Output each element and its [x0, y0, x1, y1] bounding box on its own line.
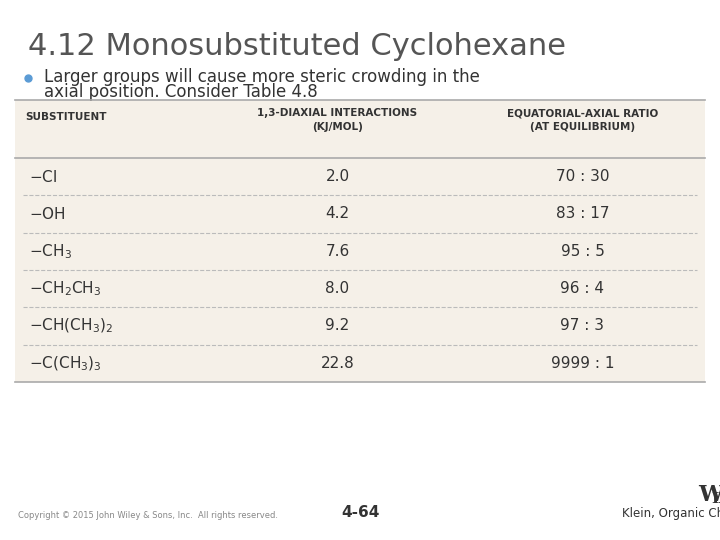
Text: Copyright © 2015 John Wiley & Sons, Inc.  All rights reserved.: Copyright © 2015 John Wiley & Sons, Inc.… [18, 511, 278, 520]
Text: 95 : 5: 95 : 5 [561, 244, 604, 259]
Text: 96 : 4: 96 : 4 [560, 281, 605, 296]
Text: ILEY: ILEY [711, 492, 720, 506]
Text: EQUATORIAL-AXIAL RATIO: EQUATORIAL-AXIAL RATIO [507, 108, 658, 118]
Text: $-$CH(CH$_3$)$_2$: $-$CH(CH$_3$)$_2$ [29, 317, 113, 335]
Text: 7.6: 7.6 [325, 244, 350, 259]
Text: 4.12 Monosubstituted Cyclohexane: 4.12 Monosubstituted Cyclohexane [28, 32, 566, 61]
Text: (KJ/MOL): (KJ/MOL) [312, 122, 363, 132]
Text: SUBSTITUENT: SUBSTITUENT [25, 112, 107, 122]
Text: 4-64: 4-64 [341, 505, 379, 520]
Text: $-$C(CH$_3$)$_3$: $-$C(CH$_3$)$_3$ [29, 354, 102, 373]
Text: 83 : 17: 83 : 17 [556, 206, 609, 221]
Text: 22.8: 22.8 [320, 356, 354, 371]
Text: (AT EQUILIBRIUM): (AT EQUILIBRIUM) [530, 122, 635, 132]
Text: $-$Cl: $-$Cl [29, 168, 58, 185]
FancyBboxPatch shape [15, 100, 705, 382]
Text: Larger groups will cause more steric crowding in the: Larger groups will cause more steric cro… [44, 68, 480, 86]
Text: 1,3-DIAXIAL INTERACTIONS: 1,3-DIAXIAL INTERACTIONS [258, 108, 418, 118]
Text: 4.2: 4.2 [325, 206, 350, 221]
Text: 8.0: 8.0 [325, 281, 350, 296]
Text: $-$OH: $-$OH [29, 206, 66, 222]
Text: Klein, Organic Chemistry 2e: Klein, Organic Chemistry 2e [622, 507, 720, 520]
Text: W: W [698, 484, 720, 506]
Text: 2.0: 2.0 [325, 169, 350, 184]
Text: 70 : 30: 70 : 30 [556, 169, 609, 184]
Text: axial position. Consider Table 4.8: axial position. Consider Table 4.8 [44, 83, 318, 101]
Text: 9.2: 9.2 [325, 319, 350, 334]
Text: $-$CH$_2$CH$_3$: $-$CH$_2$CH$_3$ [29, 279, 102, 298]
Text: $-$CH$_3$: $-$CH$_3$ [29, 242, 72, 261]
Text: 97 : 3: 97 : 3 [560, 319, 605, 334]
Text: 9999 : 1: 9999 : 1 [551, 356, 614, 371]
